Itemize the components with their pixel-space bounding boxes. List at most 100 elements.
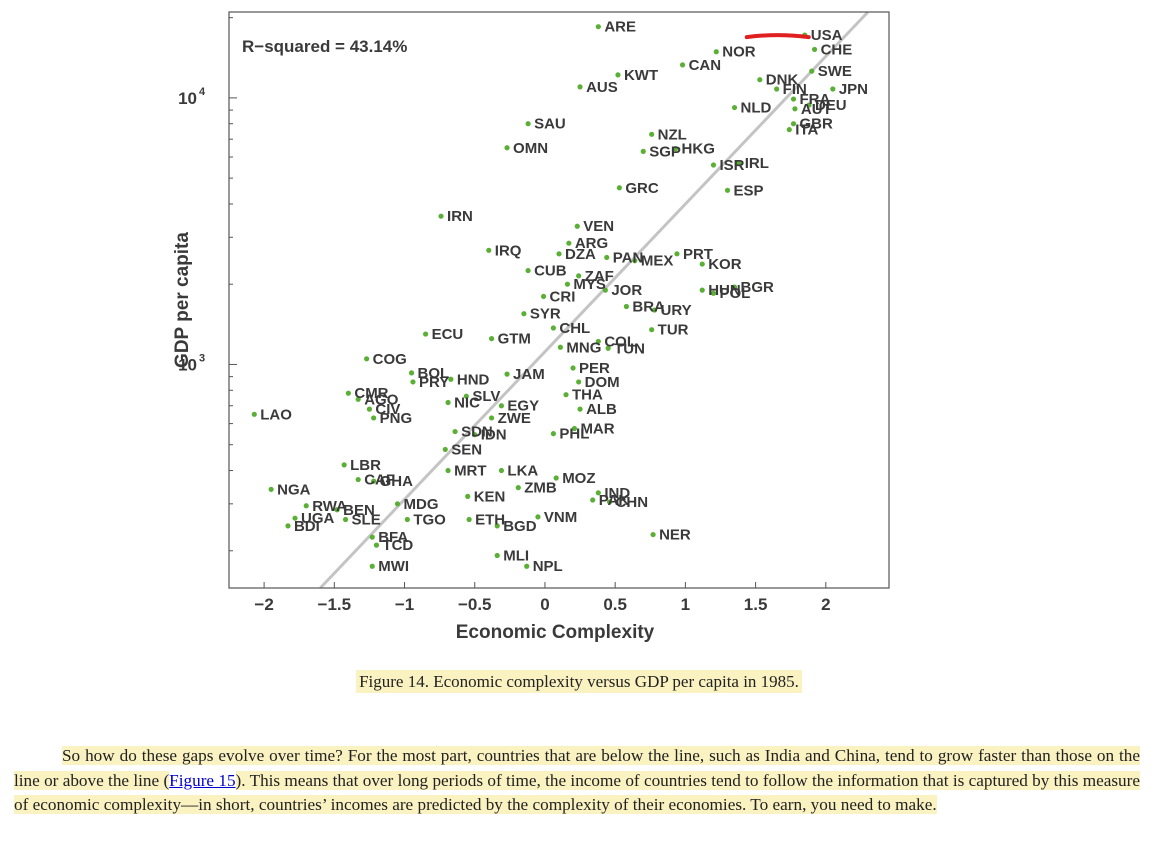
data-point-lka <box>498 467 505 474</box>
data-point-eth <box>466 516 472 523</box>
point-label-sen: SEN <box>451 441 482 458</box>
point-label-dom: DOM <box>585 374 620 391</box>
data-point-che <box>811 46 818 53</box>
point-label-che: CHE <box>821 41 853 58</box>
data-point-grc <box>616 185 622 191</box>
point-label-chn: CHN <box>616 494 649 511</box>
point-label-bgd: BGD <box>503 518 537 535</box>
data-point-mdg <box>394 501 401 507</box>
x-tick-label: −0.5 <box>458 595 492 614</box>
point-label-tgo: TGO <box>413 512 446 529</box>
data-point-ken <box>465 493 471 499</box>
data-point-rwa <box>303 503 309 509</box>
point-label-usa: USA <box>811 27 843 44</box>
point-label-jpn: JPN <box>839 81 868 98</box>
data-point-cmr <box>345 390 351 396</box>
point-label-cub: CUB <box>534 263 567 280</box>
x-tick-label: 0.5 <box>603 595 627 614</box>
point-label-tha: THA <box>572 387 603 404</box>
data-point-mwi <box>369 563 375 569</box>
data-point-irn <box>438 213 444 219</box>
data-point-swe <box>809 68 815 74</box>
data-point-hnd <box>448 376 454 382</box>
body-paragraph: So how do these gaps evolve over time? F… <box>14 744 1141 818</box>
data-point-per <box>570 365 576 371</box>
point-label-nga: NGA <box>277 481 311 498</box>
point-label-cog: COG <box>373 351 407 368</box>
data-point-dom <box>576 379 582 385</box>
data-point-sle <box>342 516 349 523</box>
point-label-ury: URY <box>660 302 691 319</box>
point-label-rwa: RWA <box>312 498 347 515</box>
data-point-gbr <box>790 121 797 127</box>
point-label-ben: BEN <box>343 502 375 519</box>
point-label-cmr: CMR <box>354 385 388 402</box>
x-tick-label: −2 <box>254 595 273 614</box>
data-point-vnm <box>535 514 541 520</box>
data-point-ago <box>355 396 361 402</box>
data-point-mar <box>571 425 578 432</box>
point-label-phl: PHL <box>559 426 589 443</box>
point-label-kor: KOR <box>708 256 742 273</box>
data-point-pan <box>604 254 610 261</box>
point-label-arg: ARG <box>575 235 608 252</box>
data-point-ner <box>650 531 656 538</box>
data-point-cri <box>540 293 547 300</box>
data-point-jam <box>504 371 510 377</box>
data-point-ury <box>651 307 658 313</box>
data-point-png <box>371 415 377 421</box>
point-label-sgp: SGP <box>649 143 681 160</box>
point-label-moz: MOZ <box>562 470 595 487</box>
point-label-zmb: ZMB <box>524 480 557 497</box>
point-label-mex: MEX <box>641 253 674 270</box>
point-label-syr: SYR <box>530 306 561 323</box>
point-label-nor: NOR <box>722 44 756 61</box>
data-point-esp <box>724 187 731 193</box>
data-point-alb <box>577 406 583 412</box>
data-point-uga <box>292 515 298 521</box>
y-tick-label: 10 <box>178 355 197 374</box>
point-label-caf: CAF <box>364 472 395 489</box>
point-label-bfa: BFA <box>378 529 408 546</box>
point-label-ken: KEN <box>474 488 506 505</box>
point-label-nld: NLD <box>741 100 772 117</box>
data-point-arg <box>566 240 572 246</box>
figure-15-link[interactable]: Figure 15 <box>169 770 236 790</box>
data-point-nld <box>731 104 738 111</box>
data-point-pry <box>410 379 416 385</box>
point-label-pry: PRY <box>419 374 449 391</box>
point-label-are: ARE <box>604 19 636 36</box>
point-label-fra: FRA <box>800 91 831 108</box>
point-label-sle: SLE <box>352 512 381 529</box>
y-tick-label: 10 <box>178 89 197 108</box>
data-point-egy <box>498 403 505 409</box>
point-label-aus: AUS <box>586 79 618 96</box>
data-point-mys <box>564 281 571 287</box>
point-label-mdg: MDG <box>404 496 439 513</box>
point-label-lbr: LBR <box>350 457 381 474</box>
data-point-bgr <box>731 284 738 290</box>
regression-line <box>319 10 870 590</box>
data-point-moz <box>553 475 559 481</box>
data-point-fra <box>790 96 797 102</box>
figure-caption: Figure 14. Economic complexity versus GD… <box>0 670 1158 693</box>
point-label-grc: GRC <box>625 180 659 197</box>
point-label-mli: MLI <box>503 547 529 564</box>
data-point-idn <box>472 432 478 438</box>
x-tick-label: −1 <box>395 595 414 614</box>
data-point-sdn <box>452 428 458 435</box>
data-point-tun <box>605 345 611 351</box>
r-squared-annotation: R−squared = 43.14% <box>242 37 407 56</box>
data-point-kwt <box>615 72 621 78</box>
point-label-vnm: VNM <box>544 509 577 526</box>
point-label-ita: ITA <box>795 122 818 139</box>
point-label-jam: JAM <box>513 366 545 383</box>
point-label-irl: IRL <box>745 155 769 172</box>
data-point-mrt <box>445 467 451 474</box>
x-tick-label: −1.5 <box>318 595 352 614</box>
data-point-ben <box>334 507 340 513</box>
data-point-lao <box>251 411 257 417</box>
point-label-zwe: ZWE <box>498 410 531 427</box>
data-point-zaf <box>576 273 582 279</box>
data-point-sau <box>525 121 531 127</box>
